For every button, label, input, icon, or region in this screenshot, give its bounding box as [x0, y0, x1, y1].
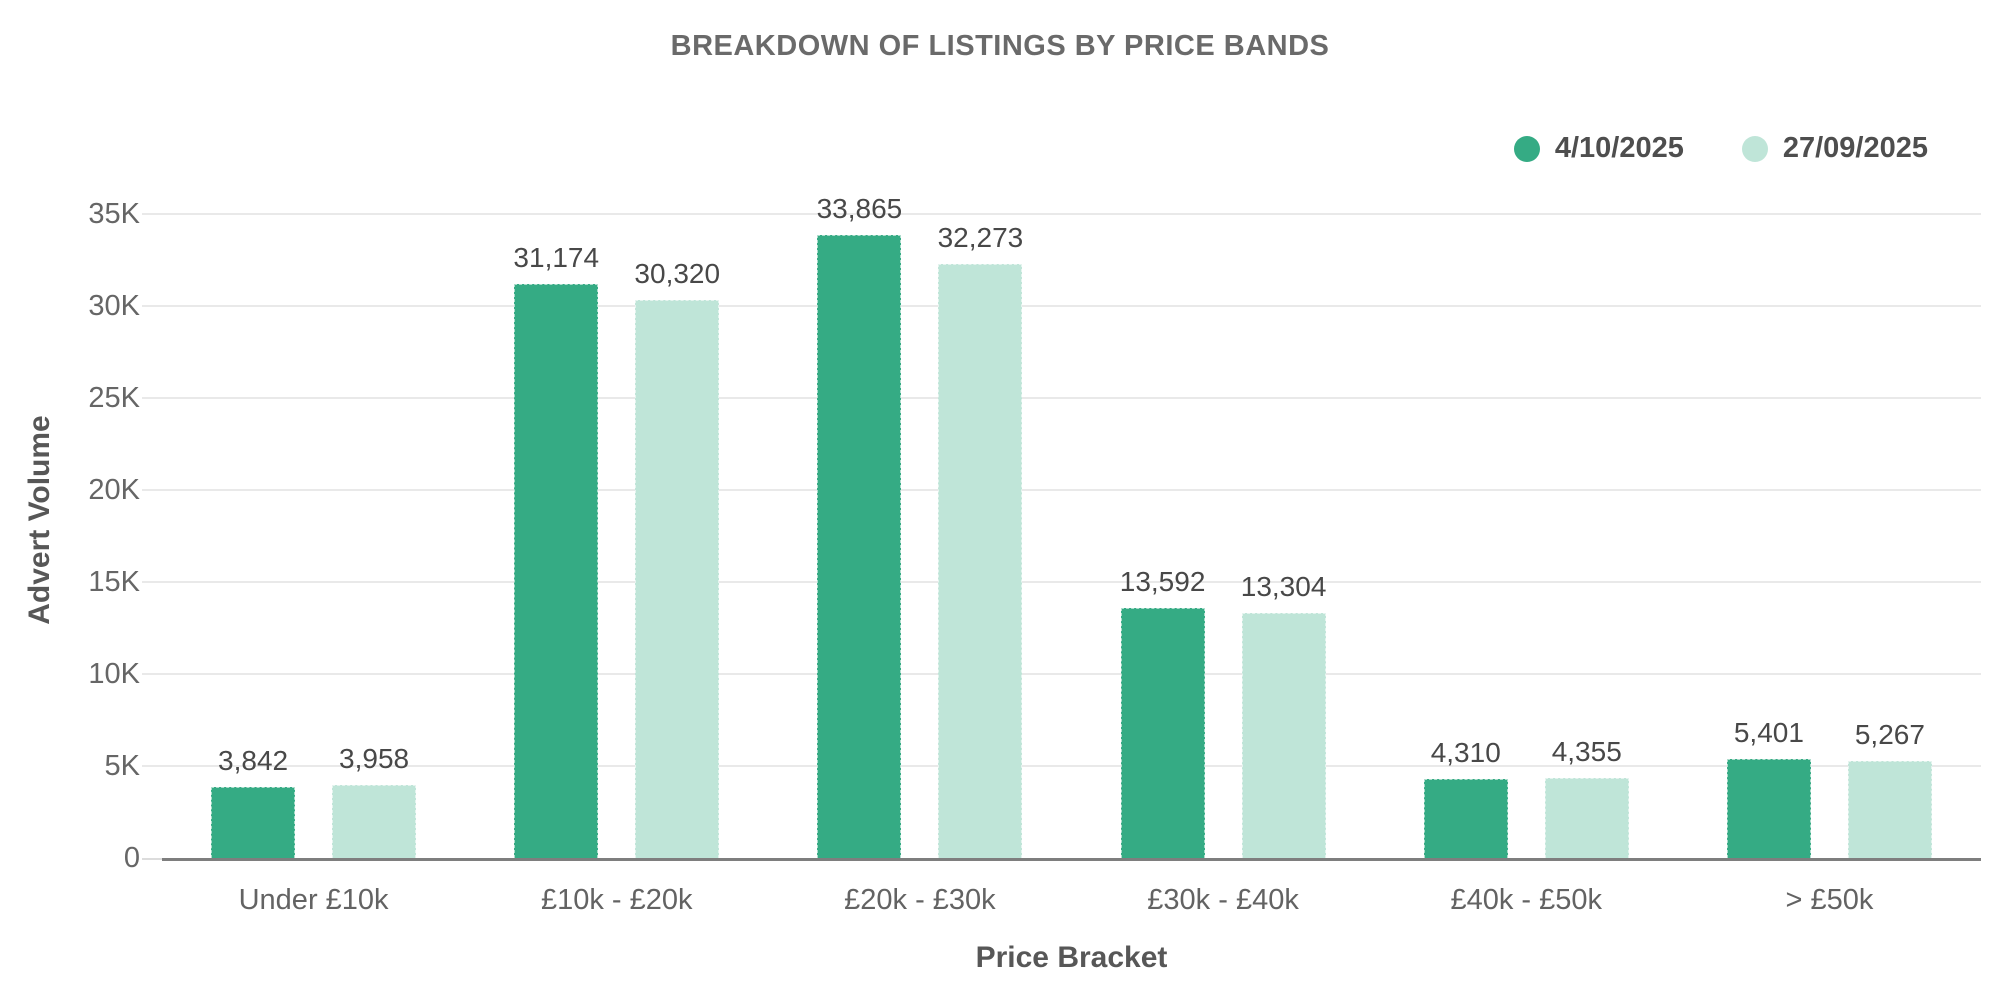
bar-value-label: 13,592	[1119, 566, 1206, 597]
bar[interactable]	[211, 787, 296, 858]
bar[interactable]	[1120, 608, 1205, 858]
category-label: £10k - £20k	[540, 884, 693, 916]
bar-value-label: 4,310	[1430, 737, 1501, 768]
legend-dot-previous-week-icon	[1741, 135, 1768, 162]
gridline	[142, 489, 1981, 491]
chart-title: BREAKDOWN OF LISTINGS BY PRICE BANDS	[670, 30, 1330, 62]
y-tick-label: 15K	[88, 566, 140, 598]
category-label: £40k - £50k	[1450, 884, 1602, 916]
legend-item-current-week[interactable]: 4/10/2025	[1513, 132, 1684, 165]
bar-value-label: 4,355	[1551, 736, 1622, 767]
bar-value-label: 33,865	[816, 193, 903, 224]
category-label: > £50k	[1785, 884, 1874, 916]
category-label: Under £10k	[238, 884, 389, 916]
legend-label: 4/10/2025	[1554, 132, 1684, 164]
gridline	[142, 765, 1981, 767]
y-tick-label: 30K	[88, 290, 140, 322]
bar-value-label: 3,958	[339, 743, 410, 774]
x-axis-category-labels: Under £10k £10k - £20k £20k - £30k £30k - £…	[162, 884, 1981, 920]
gridline	[142, 397, 1981, 399]
x-axis-title: Price Bracket	[975, 941, 1168, 974]
bar[interactable]	[1544, 778, 1629, 858]
y-tick-label: 20K	[88, 474, 140, 506]
bar-value-label: 32,273	[937, 222, 1024, 253]
gridline	[142, 673, 1981, 675]
bar-value-label: 13,304	[1240, 571, 1327, 602]
bar[interactable]	[332, 785, 417, 858]
gridline	[142, 305, 1981, 307]
y-tick-label: 10K	[88, 658, 140, 690]
legend: 4/10/2025 27/09/2025	[1513, 132, 1928, 165]
bar[interactable]	[1241, 613, 1326, 858]
zero-tick-mark	[142, 858, 162, 860]
bar[interactable]	[1847, 761, 1932, 858]
legend-item-previous-week[interactable]: 27/09/2025	[1741, 132, 1928, 165]
bar[interactable]	[514, 284, 599, 858]
legend-label: 27/09/2025	[1782, 132, 1928, 164]
gridline	[142, 581, 1981, 583]
bar-value-label: 31,174	[513, 242, 600, 273]
bar[interactable]	[938, 264, 1023, 858]
bar-value-label: 30,320	[634, 258, 721, 289]
y-axis-tick-labels: 0 5K 10K 15K 20K 25K 30K 35K	[0, 198, 140, 874]
legend-dot-current-week-icon	[1513, 135, 1540, 162]
plot-area: 3,842 3,958 31,174 30,320 33,865 32,273 13,592…	[142, 193, 1981, 861]
bar-value-label: 5,267	[1854, 719, 1925, 750]
bar[interactable]	[1726, 759, 1811, 858]
gridline	[142, 213, 1981, 215]
bar[interactable]	[1423, 779, 1508, 858]
y-tick-label: 5K	[104, 750, 140, 782]
bar[interactable]	[635, 300, 720, 858]
y-tick-label: 25K	[88, 382, 140, 414]
bar[interactable]	[817, 235, 902, 858]
category-label: £30k - £40k	[1147, 884, 1299, 916]
category-label: £20k - £30k	[844, 884, 996, 916]
bar-value-label: 3,842	[218, 745, 289, 776]
y-tick-label: 35K	[88, 198, 140, 230]
bar-value-label: 5,401	[1733, 717, 1804, 748]
y-tick-label: 0	[123, 842, 140, 874]
